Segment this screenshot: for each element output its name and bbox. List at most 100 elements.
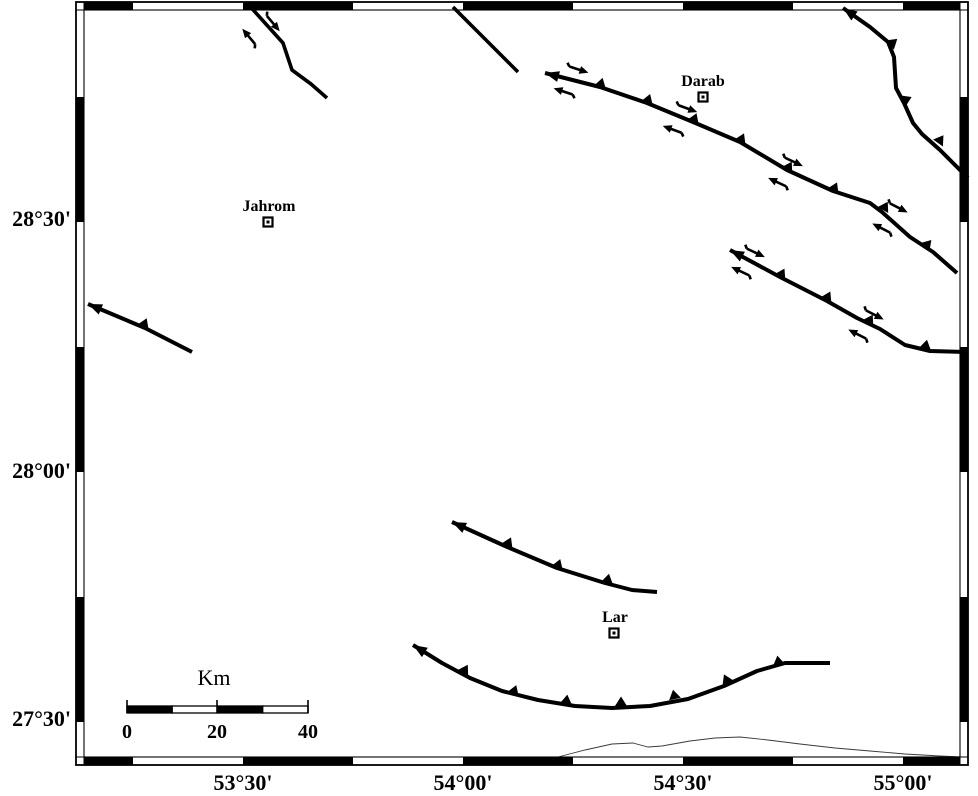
strike-slip-arrow-head <box>848 329 859 338</box>
frame-tick-bottom <box>84 757 133 765</box>
strike-slip-arrow-shaft <box>265 11 276 26</box>
strike-slip-arrow-shaft <box>744 244 759 255</box>
fault-thrust-tooth <box>900 95 912 107</box>
city-marker-dot <box>701 95 705 99</box>
city-marker-dot <box>612 631 616 635</box>
fault-line <box>411 643 830 710</box>
strike-slip-arrow-shaft <box>560 89 576 99</box>
strike-slip-arrow <box>731 266 752 280</box>
frame-tick-left <box>76 597 84 722</box>
scalebar-cell <box>171 705 219 714</box>
strike-slip-arrow <box>768 177 789 191</box>
strike-slip-arrow <box>887 198 908 213</box>
strike-slip-arrow <box>566 62 589 74</box>
scalebar-number: 40 <box>298 721 318 743</box>
fault-thrust-tooth <box>137 318 149 330</box>
fault-thrust-tooth <box>827 182 839 194</box>
scalebar-number: 20 <box>207 721 227 743</box>
fault-thrust-tooth <box>457 664 469 676</box>
strike-slip-arrow-head <box>553 87 564 95</box>
strike-slip-arrow <box>265 11 280 32</box>
strike-slip-arrow-head <box>270 21 280 32</box>
fault-start-tooth <box>413 645 428 658</box>
fault-thrust-tooth <box>774 268 786 280</box>
fault-thrust-tooth <box>560 694 572 705</box>
strike-slip-arrow-head <box>793 158 803 167</box>
frame-tick-top <box>903 2 960 10</box>
strike-slip-arrow-shaft <box>774 180 789 191</box>
frame-tick-top <box>683 2 793 10</box>
strike-slip-arrow-shaft <box>566 62 582 72</box>
fault-thrust-tooth <box>920 239 932 252</box>
strike-slip-arrow <box>782 153 803 167</box>
frame-corner <box>959 756 969 766</box>
strike-slip-arrow-shaft <box>854 332 869 344</box>
strike-slip-arrow <box>553 87 576 99</box>
longitude-axis-label: 55°00' <box>874 770 933 795</box>
strike-slip-arrow-shaft <box>887 198 902 210</box>
latitude-axis-label: 28°00' <box>12 458 71 483</box>
frame-corner <box>75 756 85 766</box>
strike-slip-arrow-shaft <box>782 153 797 164</box>
fault-thrust-tooth <box>641 94 653 105</box>
longitude-axis-label: 53°30' <box>214 770 273 795</box>
fault-line <box>451 520 658 594</box>
frame-tick-right <box>960 97 968 222</box>
scalebar-cell <box>216 705 264 714</box>
strike-slip-arrow-shaft <box>737 269 752 280</box>
coastline-line <box>557 736 963 758</box>
frame-tick-left <box>76 347 84 472</box>
frame-tick-right <box>960 597 968 722</box>
frame-tick-bottom <box>683 757 793 765</box>
city-label: Jahrom <box>242 198 296 215</box>
city-label: Lar <box>602 609 628 626</box>
strike-slip-arrow-shaft <box>878 226 893 238</box>
latitude-axis-label: 27°30' <box>12 706 71 731</box>
fault-line <box>451 5 520 74</box>
fault-thrust-tooth <box>615 696 627 706</box>
fault-start-tooth <box>452 522 468 533</box>
fault-thrust-tooth <box>734 133 746 145</box>
fault-thrust-tooth <box>820 291 832 303</box>
strike-slip-arrow-head <box>873 311 884 320</box>
scalebar-number: 0 <box>122 721 132 743</box>
fault-thrust-tooth <box>933 135 944 147</box>
strike-slip-arrow-shaft <box>669 127 685 138</box>
strike-slip-arrow-head <box>897 204 908 213</box>
strike-slip-arrow-shaft <box>675 100 691 111</box>
strike-slip-arrow-head <box>768 177 778 186</box>
strike-slip-arrow-head <box>578 66 589 74</box>
strike-slip-arrow-head <box>872 223 883 232</box>
fault-thrust-tooth <box>919 339 931 351</box>
fault-thrust-tooth <box>551 559 563 571</box>
strike-slip-arrow-shaft <box>246 34 257 49</box>
longitude-axis-label: 54°00' <box>434 770 493 795</box>
fault-thrust-tooth <box>877 201 889 213</box>
fault-start-tooth <box>730 250 745 262</box>
strike-slip-arrow-head <box>662 125 673 133</box>
frame-tick-top <box>84 2 133 10</box>
latitude-axis-label: 28°30' <box>12 206 71 231</box>
strike-slip-arrow-head <box>755 249 765 258</box>
frame-tick-bottom <box>463 757 573 765</box>
fault-line <box>87 302 193 354</box>
scalebar-cell <box>126 705 173 714</box>
strike-slip-arrow <box>675 100 698 113</box>
strike-slip-arrow <box>662 125 685 138</box>
strike-slip-arrow <box>848 329 869 344</box>
strike-slip-arrow <box>744 244 765 258</box>
strike-slip-arrow-shaft <box>863 305 878 317</box>
fault-thrust-tooth <box>773 655 785 667</box>
strike-slip-arrow-head <box>687 105 698 113</box>
scalebar-unit-label: Km <box>198 665 231 690</box>
fault-line <box>245 1 329 100</box>
frame-corner <box>959 1 969 11</box>
fault-thrust-tooth <box>862 314 874 326</box>
frame-tick-bottom <box>243 757 353 765</box>
fault-thrust-tooth <box>886 38 898 50</box>
strike-slip-arrow <box>242 28 257 49</box>
fault-line <box>544 71 959 275</box>
strike-slip-arrow-head <box>242 28 252 39</box>
